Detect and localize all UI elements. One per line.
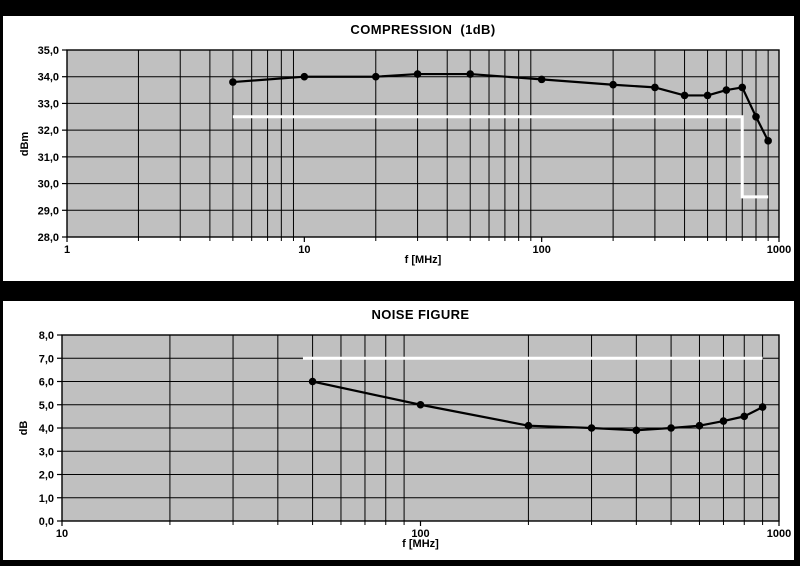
data-point-marker: [719, 417, 728, 425]
y-tick-label: 2,0: [39, 470, 54, 482]
data-point-marker: [738, 83, 747, 92]
data-point-marker: [524, 421, 533, 430]
y-tick-label: 33,0: [38, 98, 59, 110]
y-tick-label: 35,0: [38, 45, 59, 57]
y-tick-label: 4,0: [39, 423, 54, 435]
compression-chart-title: COMPRESSION (1dB): [350, 22, 496, 37]
x-tick-label: 1: [64, 244, 70, 256]
data-point-marker: [300, 72, 309, 81]
y-tick-label: 32,0: [38, 125, 59, 137]
x-tick-label: 10: [56, 528, 68, 540]
data-point-marker: [609, 80, 617, 89]
plot-border: [61, 334, 780, 522]
noise-figure-x-axis-label: f [MHz]: [402, 538, 439, 550]
data-point-marker: [308, 377, 317, 386]
data-point-marker: [758, 403, 767, 411]
noise-figure-chart-title: NOISE FIGURE: [371, 307, 470, 322]
x-tick-label: 1000: [767, 244, 791, 256]
data-point-marker: [413, 70, 422, 78]
data-point-marker: [537, 75, 546, 84]
data-point-marker: [764, 137, 772, 145]
y-tick-label: 8,0: [39, 330, 54, 342]
data-point-marker: [722, 86, 731, 94]
data-point-marker: [371, 72, 380, 81]
y-tick-label: 3,0: [39, 446, 54, 458]
data-series-line: [312, 380, 764, 432]
y-tick-label: 5,0: [39, 400, 54, 412]
compression-chart-panel: 35,0 34,0 33,0 32,0 31,0 30,0 29,0 28,0 1 10 100 10…: [3, 16, 794, 281]
compression-chart: 35,0 34,0 33,0 32,0 31,0 30,0 29,0 28,0 1 10 100 10…: [38, 45, 792, 256]
y-tick-label: 1,0: [39, 493, 54, 505]
data-point-marker: [632, 426, 641, 435]
y-tick-label: 30,0: [38, 179, 59, 191]
noise-figure-y-axis-label: dB: [18, 420, 30, 436]
plot-area: [67, 50, 779, 237]
y-tick-label: 0,0: [39, 516, 54, 528]
data-point-marker: [667, 424, 675, 432]
x-tick-label: 100: [411, 528, 429, 540]
plot-border: [66, 49, 780, 238]
spec-limit-line: [232, 115, 769, 199]
y-tick-label: 34,0: [38, 72, 59, 84]
y-tick-label: 28,0: [38, 232, 59, 244]
data-point-marker: [703, 91, 712, 100]
x-tick-label: 100: [532, 244, 550, 256]
y-tick-label: 7,0: [39, 353, 54, 365]
data-point-marker: [587, 424, 596, 432]
data-point-marker: [752, 112, 760, 121]
data-point-marker: [416, 400, 425, 409]
y-tick-label: 6,0: [39, 377, 54, 389]
data-point-marker: [680, 91, 689, 100]
data-point-marker: [740, 412, 749, 421]
compression-x-axis-label: f [MHz]: [404, 254, 442, 266]
y-tick-label: 31,0: [38, 152, 59, 164]
x-tick-label: 1000: [767, 528, 791, 540]
y-tick-label: 29,0: [38, 205, 59, 217]
data-point-marker: [695, 421, 704, 430]
noise-figure-chart-panel: 8,0 7,0 6,0 5,0 4,0 3,0 2,0 1,0 0,0 10 100 1000 NOI…: [3, 301, 794, 560]
data-point-marker: [466, 70, 475, 78]
data-point-marker: [229, 78, 237, 86]
data-point-marker: [651, 83, 659, 92]
x-tick-label: 10: [298, 244, 310, 256]
compression-y-axis-label: dBm: [19, 131, 31, 157]
noise-figure-chart: 8,0 7,0 6,0 5,0 4,0 3,0 2,0 1,0 0,010 100 1000: [39, 330, 792, 540]
